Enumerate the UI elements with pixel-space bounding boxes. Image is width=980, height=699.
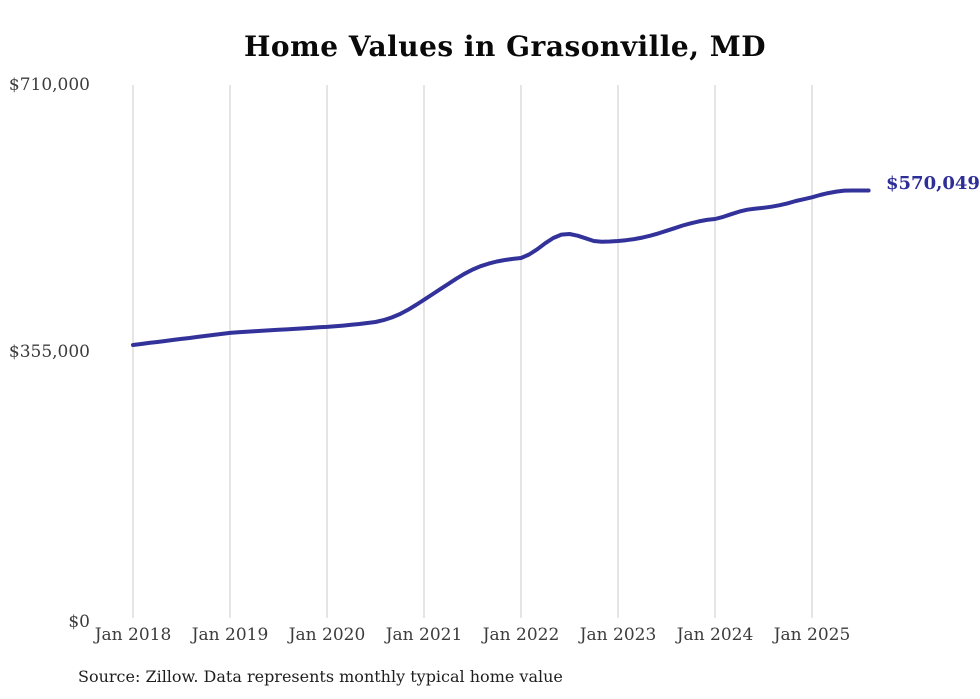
- chart-title: Home Values in Grasonville, MD: [243, 30, 767, 63]
- source-note: Source: Zillow. Data represents monthly …: [78, 667, 563, 686]
- y-tick-label-710000: $710,000: [8, 75, 90, 95]
- current-value-label: $570,049: [886, 173, 980, 194]
- price-line: [131, 188, 871, 347]
- x-tick-label: Jan 2023: [579, 625, 657, 645]
- gridlines: [132, 85, 813, 618]
- x-tick-label: Jan 2021: [385, 625, 463, 645]
- x-tick-label: Jan 2019: [191, 625, 269, 645]
- y-tick-label-355000: $355,000: [8, 342, 90, 362]
- x-tick-label: Jan 2022: [482, 625, 560, 645]
- x-tick-label: Jan 2020: [288, 625, 366, 645]
- x-tick-label: Jan 2025: [773, 625, 851, 645]
- x-tick-label: Jan 2018: [94, 625, 172, 645]
- x-tick-label: Jan 2024: [676, 625, 754, 645]
- y-tick-label-0: $0: [68, 612, 90, 632]
